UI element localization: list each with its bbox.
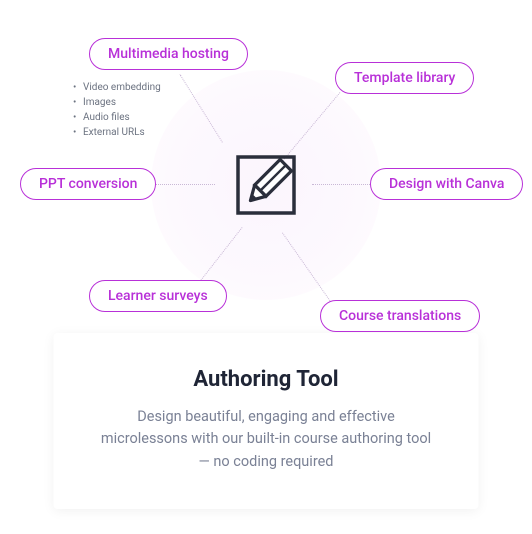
authoring-tool-card: Authoring Tool Design beautiful, engagin…	[54, 333, 479, 509]
pill-label: PPT conversion	[39, 176, 137, 192]
card-title: Authoring Tool	[94, 367, 439, 392]
pill-label: Course translations	[339, 308, 461, 324]
pill-course-translations: Course translations	[320, 300, 480, 332]
pill-ppt-conversion: PPT conversion	[20, 168, 156, 200]
connector-line	[155, 184, 215, 185]
pill-label: Multimedia hosting	[108, 46, 229, 62]
pill-learner-surveys: Learner surveys	[89, 280, 227, 312]
feature-diagram: Multimedia hosting Template library PPT …	[0, 0, 532, 350]
list-item: Audio files	[73, 110, 161, 125]
pill-multimedia-hosting: Multimedia hosting	[89, 38, 248, 70]
pill-label: Design with Canva	[389, 176, 504, 192]
connector-line	[312, 184, 372, 185]
pill-template-library: Template library	[335, 62, 474, 94]
pill-label: Template library	[354, 70, 455, 86]
pill-design-with-canva: Design with Canva	[370, 168, 523, 200]
pill-label: Learner surveys	[108, 288, 208, 304]
list-item: External URLs	[73, 125, 161, 140]
pencil-square-icon	[230, 149, 302, 221]
multimedia-sublist: Video embedding Images Audio files Exter…	[73, 80, 161, 140]
list-item: Video embedding	[73, 80, 161, 95]
card-description: Design beautiful, engaging and effective…	[94, 406, 439, 473]
list-item: Images	[73, 95, 161, 110]
